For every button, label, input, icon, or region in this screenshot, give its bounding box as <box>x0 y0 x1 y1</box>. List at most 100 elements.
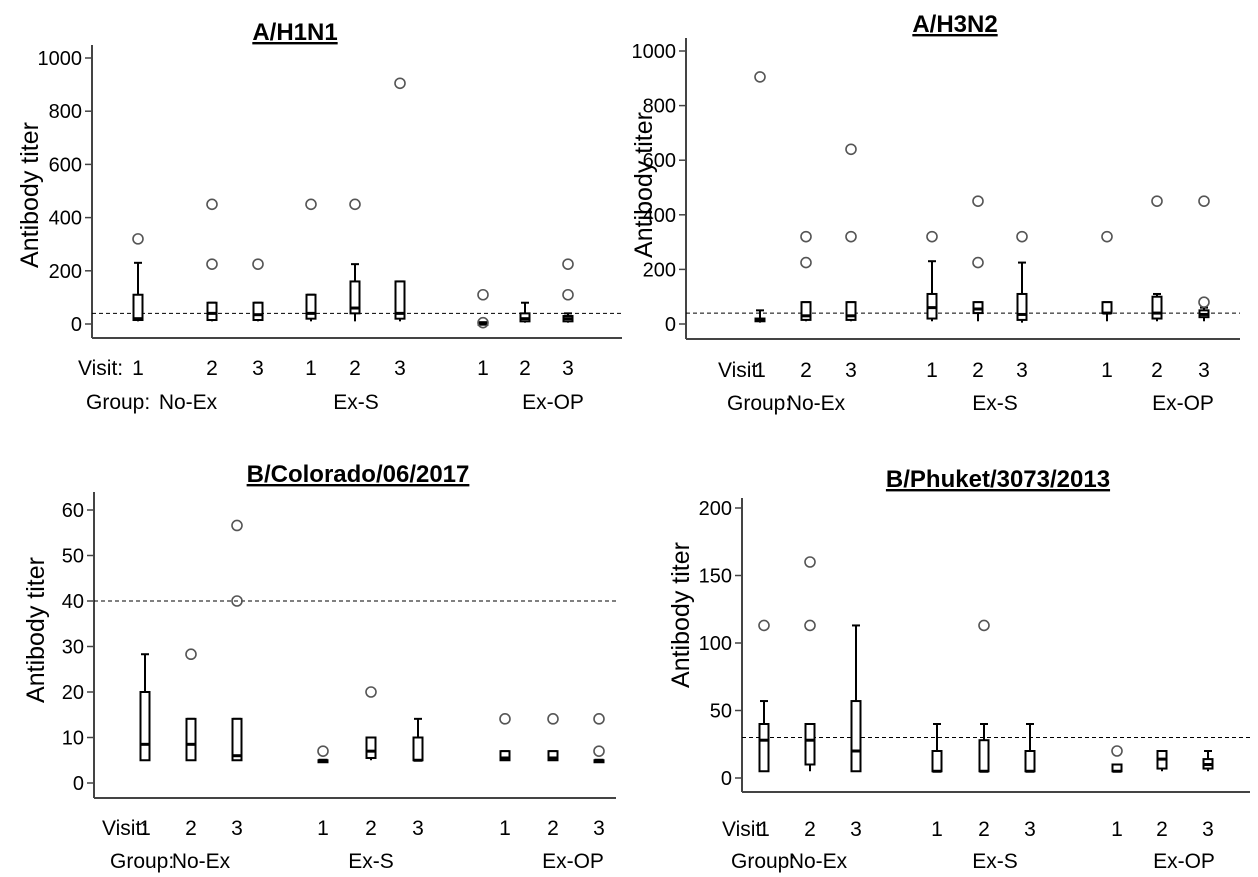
outlier-point <box>1111 745 1123 757</box>
box-6 <box>394 77 406 322</box>
group-row-label: Group: <box>727 392 791 415</box>
box-3 <box>845 143 857 322</box>
box-6 <box>1024 723 1036 773</box>
iqr-box <box>305 293 317 320</box>
visit-label: 3 <box>845 359 857 382</box>
box-2 <box>185 648 197 762</box>
y-tick-label: 100 <box>699 633 732 655</box>
box-6 <box>1016 230 1028 323</box>
y-tick-label: 0 <box>73 773 84 795</box>
outlier-point <box>349 198 361 211</box>
y-tick-label: 800 <box>643 96 676 118</box>
iqr-box <box>206 301 218 322</box>
y-tick-label: 400 <box>49 208 82 230</box>
group-label: No-Ex <box>789 850 848 873</box>
visit-label: 2 <box>185 817 197 840</box>
outlier-point <box>972 256 984 269</box>
visit-label: 1 <box>499 817 511 840</box>
iqr-box <box>132 293 144 322</box>
outlier-point <box>317 745 329 757</box>
outlier-point <box>1198 195 1210 207</box>
box-1 <box>139 653 151 762</box>
visit-label: 3 <box>1198 359 1210 382</box>
group-label: No-Ex <box>159 391 218 414</box>
outlier-point <box>185 648 197 661</box>
y-tick-label: 1000 <box>38 48 83 70</box>
box-4 <box>305 198 317 322</box>
group-label: Ex-S <box>348 850 394 873</box>
chart-title: A/H3N2 <box>912 11 997 38</box>
group-label: Ex-OP <box>522 391 584 414</box>
outlier-point <box>754 71 766 83</box>
box-4 <box>317 745 329 764</box>
outlier-point <box>804 556 816 568</box>
iqr-box <box>349 280 361 315</box>
box-8 <box>1151 195 1163 322</box>
visit-label: 2 <box>972 359 984 382</box>
visit-label: 1 <box>139 817 151 840</box>
outlier-point <box>132 233 144 245</box>
box-5 <box>365 686 377 761</box>
outlier-point <box>1198 296 1210 308</box>
box-2 <box>800 230 812 322</box>
visit-label: 1 <box>1101 359 1113 382</box>
iqr-box <box>139 691 151 762</box>
chart-title: A/H1N1 <box>252 19 337 46</box>
box-1 <box>754 71 766 323</box>
group-label: No-Ex <box>172 850 231 873</box>
group-row-label: Group: <box>86 391 150 414</box>
y-tick-label: 200 <box>49 261 82 283</box>
box-8 <box>547 713 559 762</box>
outlier-point <box>593 745 605 757</box>
y-tick-label: 10 <box>62 728 84 750</box>
iqr-box <box>758 723 770 773</box>
outlier-point <box>845 143 857 156</box>
y-tick-label: 150 <box>699 566 732 588</box>
outlier-point <box>1101 230 1113 243</box>
group-label: Ex-OP <box>1153 850 1215 873</box>
outlier-point <box>394 77 406 90</box>
box-9 <box>562 258 574 323</box>
outlier-point <box>252 258 264 270</box>
outlier-point <box>231 519 243 532</box>
visit-label: 2 <box>349 357 361 380</box>
outlier-point <box>231 595 243 607</box>
box-9 <box>593 713 605 764</box>
outlier-point <box>804 619 816 632</box>
visit-label: 2 <box>365 817 377 840</box>
outlier-point <box>972 195 984 207</box>
visit-label: 3 <box>1202 818 1214 841</box>
chart-panel: B/Colorado/06/2017 Antibody titer 0 10 20 30 4… <box>22 461 616 873</box>
iqr-box <box>850 700 862 773</box>
y-tick-label: 200 <box>699 498 732 520</box>
iqr-box <box>800 301 812 321</box>
outlier-point <box>562 258 574 270</box>
outlier-point <box>845 230 857 243</box>
iqr-box <box>252 301 264 322</box>
box-4 <box>931 723 943 773</box>
iqr-box <box>931 750 943 773</box>
outlier-point <box>978 619 990 632</box>
visit-label: 2 <box>978 818 990 841</box>
iqr-box <box>1024 750 1036 773</box>
box-5 <box>978 619 990 773</box>
box-7 <box>1101 230 1113 322</box>
iqr-box <box>365 736 377 759</box>
box-6 <box>412 717 424 762</box>
group-row-label: Group: <box>731 850 795 873</box>
visit-label: 3 <box>562 357 574 380</box>
group-label: Ex-OP <box>1152 392 1214 415</box>
y-axis-label: Antibody titer <box>16 122 44 268</box>
visit-row-label: Visit: <box>78 357 123 380</box>
box-2 <box>206 198 218 322</box>
visit-label: 1 <box>926 359 938 382</box>
y-tick-label: 40 <box>62 591 84 613</box>
chart-title: B/Phuket/3073/2013 <box>886 466 1110 493</box>
chart-panel: B/Phuket/3073/2013 Antibody titer 0 50 100 15… <box>667 466 1250 873</box>
iqr-box <box>1101 301 1113 315</box>
y-tick-label: 60 <box>62 500 84 522</box>
box-1 <box>758 619 770 773</box>
outlier-point <box>365 686 377 698</box>
box-7 <box>1111 745 1123 773</box>
visit-label: 3 <box>850 818 862 841</box>
